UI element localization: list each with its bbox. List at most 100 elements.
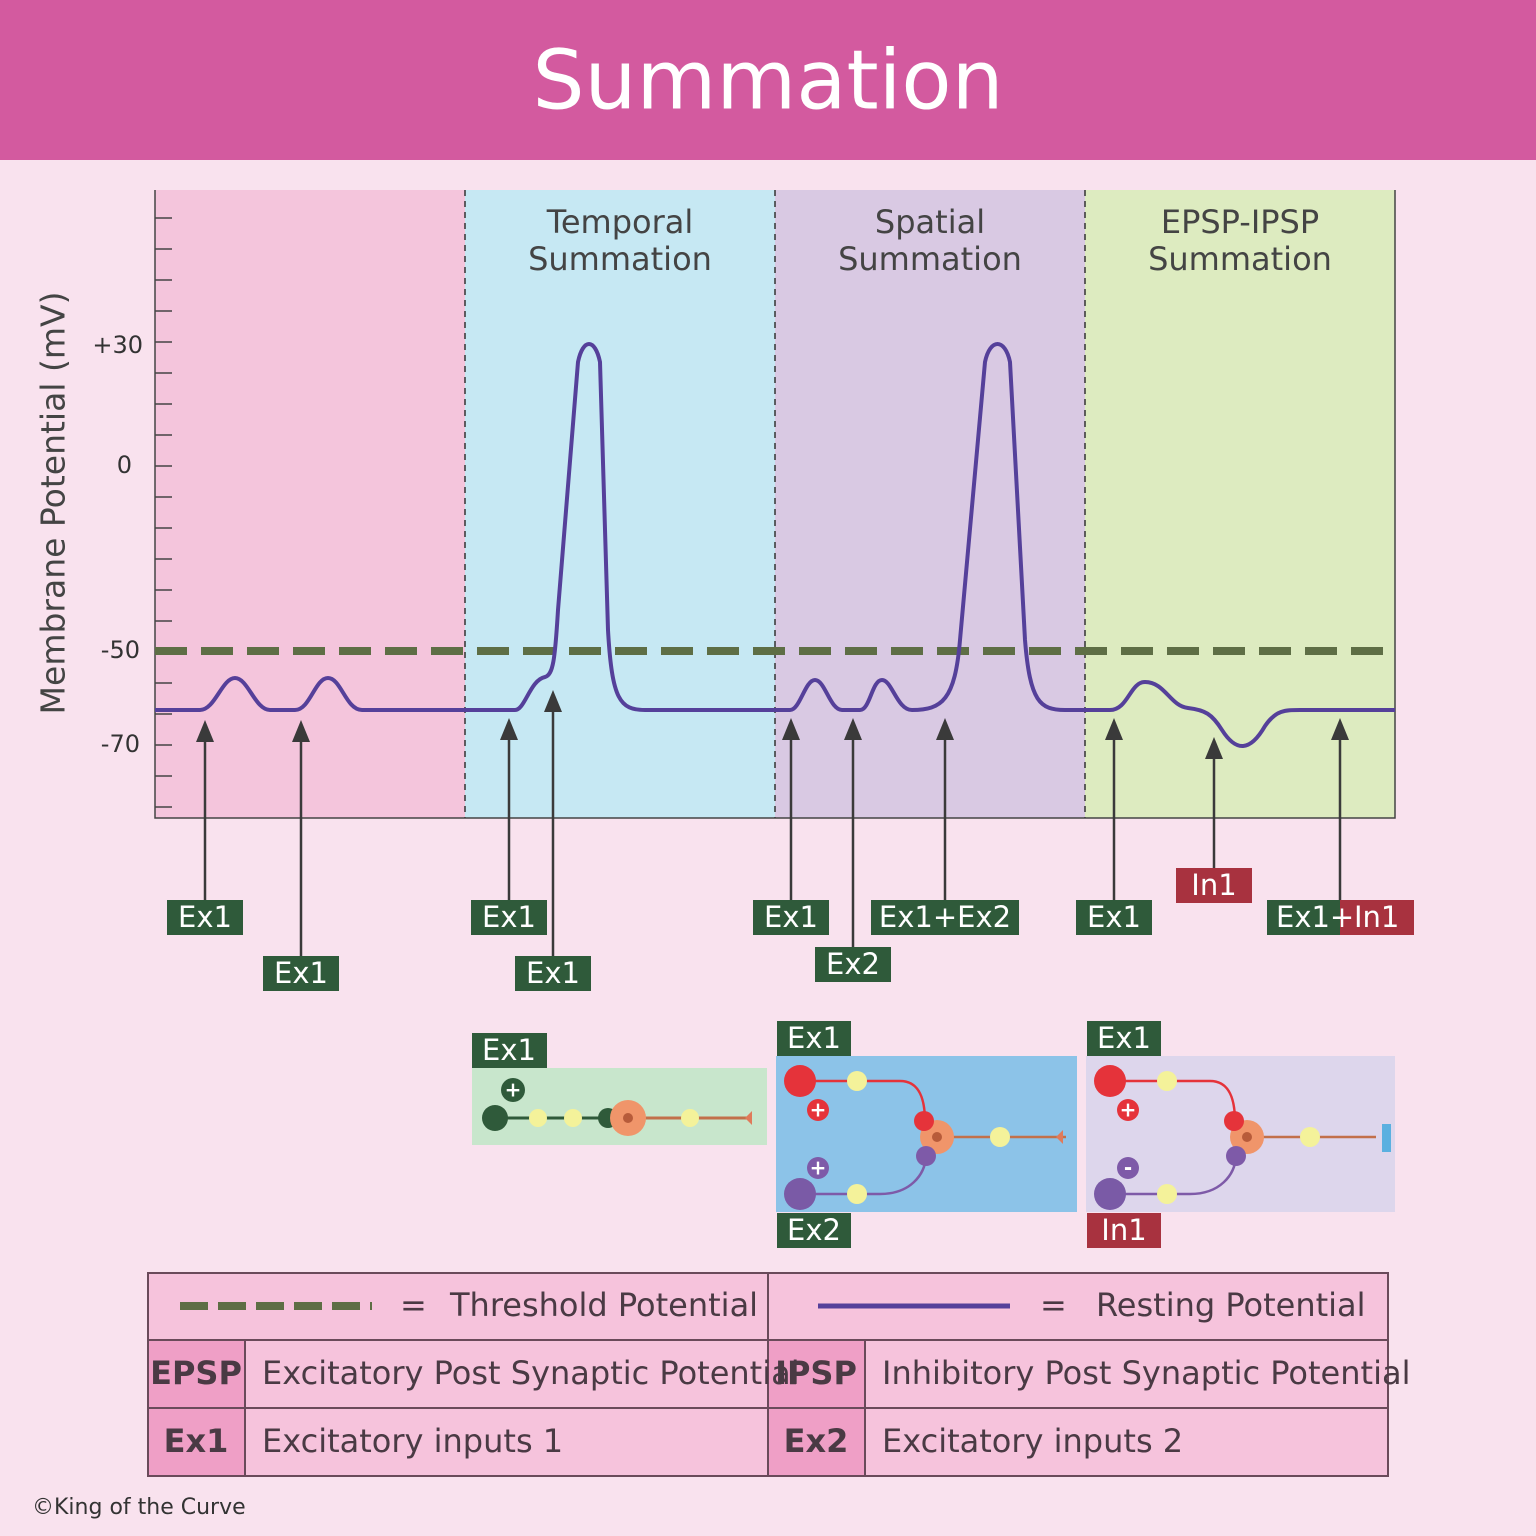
arrowhead (936, 718, 954, 740)
neuron (784, 1065, 816, 1097)
input-label: Ex1 (178, 900, 232, 934)
y-tick-label: +30 (92, 331, 143, 359)
header-bar (0, 0, 1536, 160)
neuron (1094, 1065, 1126, 1097)
label-box (1340, 900, 1414, 935)
label-box (871, 900, 1019, 935)
input-label: In1 (1191, 868, 1236, 902)
panel (155, 190, 465, 818)
meaning: Excitatory Post Synaptic Potential (262, 1354, 800, 1392)
vesicle (847, 1071, 867, 1091)
y-tick-label: 0 (117, 451, 132, 479)
meaning: Excitatory inputs 1 (262, 1422, 563, 1460)
vesicle (1157, 1184, 1177, 1204)
meaning: Inhibitory Post Synaptic Potential (882, 1354, 1410, 1392)
panel (1085, 190, 1395, 818)
synapse-diagram: + + Ex1 Ex2 (776, 1021, 1077, 1248)
sign: - (1124, 1156, 1132, 1180)
y-tick-label: -50 (101, 636, 140, 664)
nucleus (932, 1132, 942, 1142)
meaning: Excitatory inputs 2 (882, 1422, 1183, 1460)
synapse (1224, 1111, 1244, 1131)
synapse-label: In1 (1101, 1213, 1146, 1247)
abbreviation: EPSP (150, 1354, 242, 1392)
neuron (482, 1105, 508, 1131)
legend-label: Resting Potential (1096, 1286, 1366, 1324)
input-label: Ex1 (274, 956, 328, 990)
sign-circle (1117, 1157, 1139, 1179)
panel-dividers (464, 190, 1086, 818)
input-label: In1 (1354, 900, 1399, 934)
arrowhead (1331, 718, 1349, 740)
label-box (1087, 1213, 1161, 1248)
legend-label: Threshold Potential (449, 1286, 758, 1324)
input-label: Ex1 (526, 956, 580, 990)
panel-title: Spatial Summation (838, 203, 1022, 278)
arrowhead (196, 720, 214, 742)
arrowhead (544, 690, 562, 712)
synapse-label: Ex1 (482, 1033, 536, 1067)
synapse (914, 1111, 934, 1131)
sign-circle (807, 1157, 829, 1179)
synapse-label: Ex1 (1097, 1021, 1151, 1055)
abbreviation: IPSP (775, 1354, 857, 1392)
y-axis-label: Membrane Potential (mV) (34, 292, 73, 715)
membrane-potential-curve (155, 342, 1395, 748)
synapse (916, 1146, 936, 1166)
arrowhead (292, 720, 310, 742)
input-label: Ex1 (764, 900, 818, 934)
nucleus (1242, 1132, 1252, 1142)
sign: + (1120, 1098, 1137, 1122)
footer: ©King of the Curve (32, 1495, 246, 1520)
nucleus (623, 1113, 633, 1123)
sign-circle (807, 1099, 829, 1121)
arrowhead (844, 718, 862, 740)
sign: + (810, 1156, 827, 1180)
label-box (263, 956, 339, 991)
label-box (1076, 900, 1152, 935)
input-label: Ex1+Ex2 (879, 900, 1011, 934)
panel (775, 190, 1085, 818)
panel-title-line: Temporal (546, 203, 694, 241)
panel-title-line: Summation (528, 240, 712, 278)
panel-title-line: Summation (838, 240, 1022, 278)
synapse-label: Ex2 (787, 1213, 841, 1247)
vesicle (847, 1184, 867, 1204)
vesicle (681, 1109, 699, 1127)
label-box (1087, 1021, 1161, 1056)
arrowhead (1105, 718, 1123, 740)
vesicle (1300, 1127, 1320, 1147)
label-box (1176, 868, 1252, 903)
y-tick-label: -70 (101, 730, 140, 758)
vesicle (1157, 1071, 1177, 1091)
vesicle (564, 1109, 582, 1127)
terminal (1382, 1124, 1391, 1152)
sign: + (505, 1078, 522, 1102)
title: Summation (532, 33, 1003, 128)
panel-title-line: EPSP-IPSP (1161, 203, 1319, 241)
input-label: Ex1+ (1276, 900, 1354, 934)
synapse (1226, 1146, 1246, 1166)
terminal (745, 1111, 752, 1125)
axis-ticks (155, 217, 172, 808)
vesicle (990, 1127, 1010, 1147)
arrowhead (500, 718, 518, 740)
panel-title-line: Spatial (875, 203, 985, 241)
sign: + (810, 1098, 827, 1122)
input-label: Ex1 (482, 900, 536, 934)
panel-title: EPSP-IPSP Summation (1148, 203, 1332, 278)
synapse-label: Ex1 (787, 1021, 841, 1055)
input-label: Ex2 (826, 947, 880, 981)
arrowhead (782, 718, 800, 740)
abbreviation: Ex2 (784, 1422, 849, 1460)
label-box (472, 1033, 547, 1068)
arrowhead (1205, 737, 1223, 759)
equals: = (400, 1286, 427, 1324)
sign-circle (501, 1078, 525, 1102)
panel (465, 190, 775, 818)
label-box (471, 900, 547, 935)
terminal (1056, 1130, 1063, 1144)
